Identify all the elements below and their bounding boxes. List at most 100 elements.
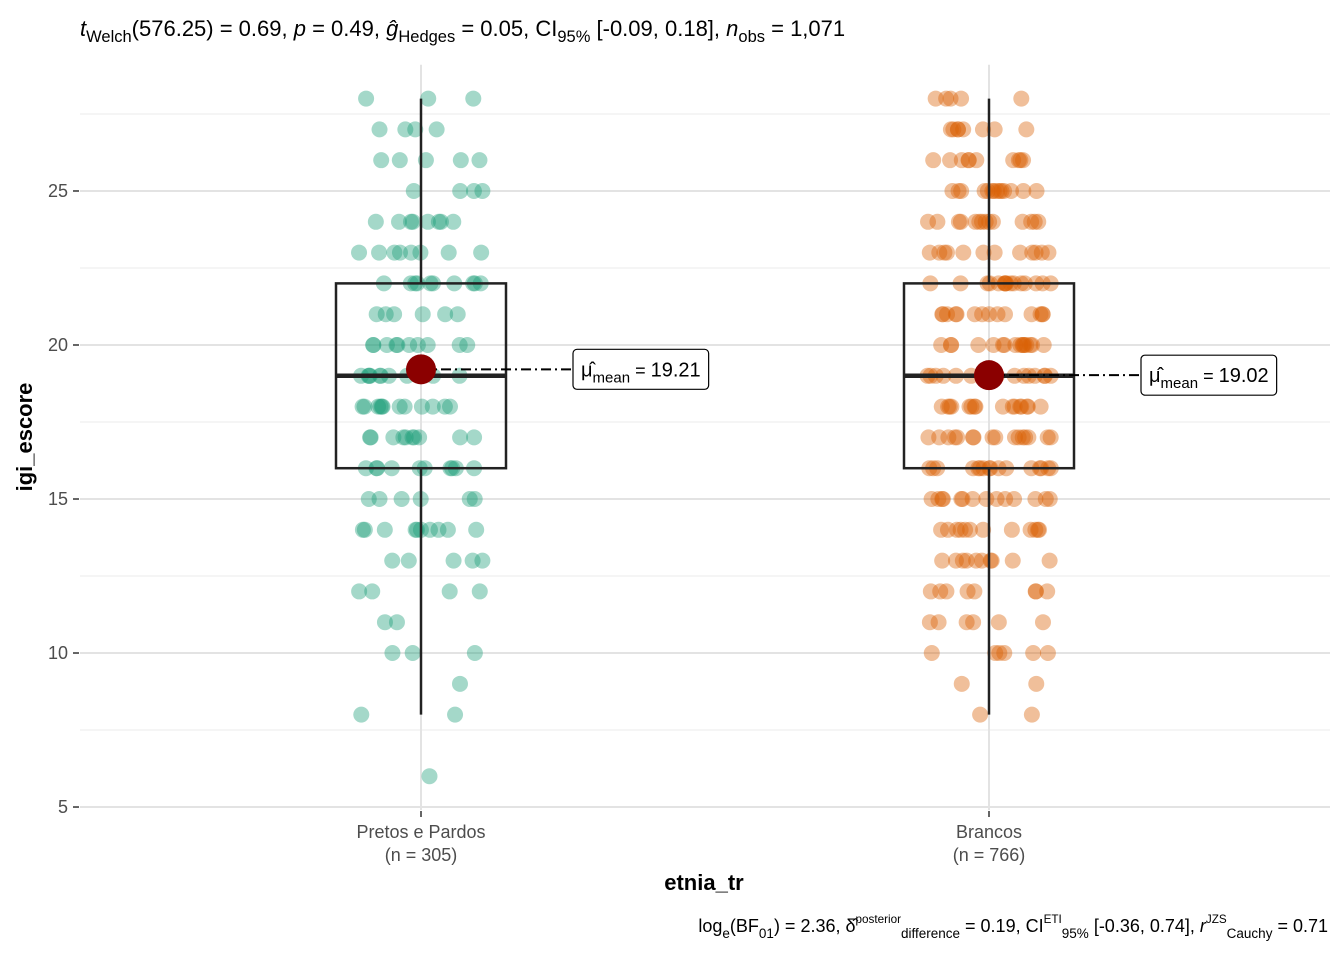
data-point <box>989 306 1006 323</box>
data-point <box>1004 398 1021 415</box>
data-point <box>948 521 965 538</box>
data-point <box>931 244 948 261</box>
data-point <box>388 614 405 631</box>
data-point <box>356 398 373 415</box>
data-point <box>397 121 414 138</box>
data-point <box>958 552 975 569</box>
data-point <box>975 244 992 261</box>
data-point <box>1027 583 1044 600</box>
data-point <box>949 429 966 446</box>
text-part: = 0.05, CI <box>455 16 557 41</box>
data-point <box>986 121 1003 138</box>
data-point <box>927 90 944 107</box>
data-point <box>386 244 403 261</box>
data-point <box>356 521 373 538</box>
data-point <box>1030 213 1047 230</box>
data-point <box>1020 429 1037 446</box>
data-point <box>376 521 393 538</box>
data-point <box>1030 521 1047 538</box>
data-point <box>420 90 437 107</box>
data-point <box>1019 398 1036 415</box>
data-point <box>1014 429 1031 446</box>
data-point <box>370 398 387 415</box>
data-point <box>1023 336 1040 353</box>
mean-label: μ̂mean = 19.02 <box>1149 365 1269 392</box>
data-point <box>1015 336 1032 353</box>
text-part: t <box>80 16 87 41</box>
data-point <box>1027 491 1044 508</box>
data-point <box>354 521 371 538</box>
data-point <box>953 491 970 508</box>
mean-label-box <box>572 348 710 390</box>
data-point <box>1034 306 1051 323</box>
data-point <box>466 645 483 662</box>
data-point <box>406 429 423 446</box>
data-point <box>466 491 483 508</box>
data-point <box>953 90 970 107</box>
data-point <box>449 306 466 323</box>
data-point <box>1042 429 1059 446</box>
data-point <box>973 213 990 230</box>
data-point <box>461 491 478 508</box>
data-point <box>1023 306 1040 323</box>
x-tick-label: Brancos <box>956 822 1022 842</box>
data-point <box>960 152 977 169</box>
data-point <box>1013 90 1030 107</box>
data-point <box>368 306 385 323</box>
data-point <box>934 306 951 323</box>
data-point <box>360 491 377 508</box>
data-point <box>950 213 967 230</box>
data-point <box>950 182 967 199</box>
y-tick-label: 15 <box>48 489 68 509</box>
data-point <box>997 491 1014 508</box>
text-part: (BF <box>730 916 759 936</box>
data-point <box>468 521 485 538</box>
data-point <box>920 429 937 446</box>
mean-label: μ̂mean = 19.21 <box>581 359 701 386</box>
data-point <box>1004 552 1021 569</box>
text-part: 95% <box>1062 926 1089 941</box>
data-point <box>931 429 948 446</box>
data-point <box>404 645 421 662</box>
data-point <box>351 244 368 261</box>
data-point <box>465 90 482 107</box>
data-point <box>1012 152 1029 169</box>
data-point <box>1014 336 1031 353</box>
data-point <box>1032 306 1049 323</box>
data-point <box>983 552 1000 569</box>
text-part: = 1,071 <box>765 16 845 41</box>
data-point <box>989 182 1006 199</box>
data-point <box>996 645 1013 662</box>
data-point <box>421 768 438 785</box>
data-point <box>973 552 990 569</box>
data-point <box>939 306 956 323</box>
text-part: e <box>722 926 730 941</box>
data-point <box>940 429 957 446</box>
data-point <box>952 213 969 230</box>
data-point <box>942 121 959 138</box>
data-point <box>1028 675 1045 692</box>
data-point <box>384 645 401 662</box>
data-point <box>1019 398 1036 415</box>
data-point <box>362 429 379 446</box>
data-point <box>938 244 955 261</box>
data-point <box>954 552 971 569</box>
y-tick-label: 20 <box>48 335 68 355</box>
data-point <box>953 182 970 199</box>
data-point <box>351 583 368 600</box>
data-point <box>442 398 459 415</box>
data-point <box>372 398 389 415</box>
data-point <box>1039 583 1056 600</box>
data-point <box>1013 398 1030 415</box>
data-point <box>925 152 942 169</box>
data-point <box>1034 614 1051 631</box>
data-point <box>1012 244 1029 261</box>
x-axis-title: etnia_tr <box>664 870 744 895</box>
data-point <box>413 398 430 415</box>
data-point <box>934 306 951 323</box>
data-point <box>964 491 981 508</box>
data-point <box>996 306 1013 323</box>
data-point <box>471 152 488 169</box>
x-tick-count: (n = 766) <box>953 845 1026 865</box>
